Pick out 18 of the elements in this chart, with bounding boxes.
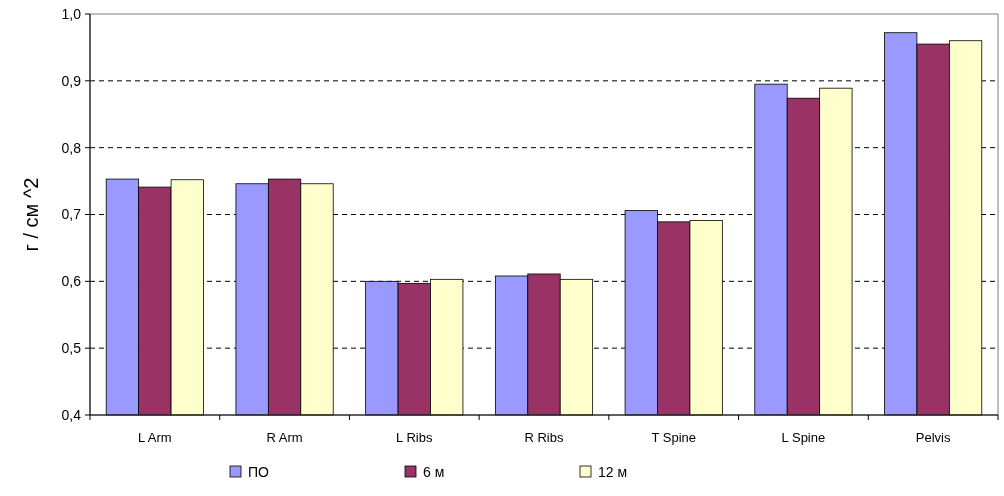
legend-label: 12 м — [598, 463, 628, 480]
x-tick-label: L Spine — [781, 430, 826, 445]
x-tick-label: T Spine — [651, 430, 696, 445]
x-tick-label: Pelvis — [915, 430, 951, 445]
y-tick-label: 0,5 — [61, 340, 82, 357]
x-tick-label: L Arm — [138, 430, 172, 445]
y-tick-label: 0,8 — [61, 139, 82, 156]
y-tick-label: 0,6 — [61, 273, 82, 290]
y-tick-label: 0,7 — [61, 206, 82, 223]
y-tick-label: 1,0 — [61, 5, 82, 22]
x-tick-label: R Ribs — [524, 430, 564, 445]
y-axis-title: г / см ^2 — [20, 177, 42, 252]
x-tick-label: L Ribs — [396, 430, 433, 445]
legend-label: ПО — [248, 463, 270, 480]
y-tick-label: 0,4 — [61, 406, 82, 423]
legend-label: 6 м — [423, 463, 445, 480]
x-tick-label: R Arm — [266, 430, 303, 445]
y-tick-label: 0,9 — [61, 72, 82, 89]
